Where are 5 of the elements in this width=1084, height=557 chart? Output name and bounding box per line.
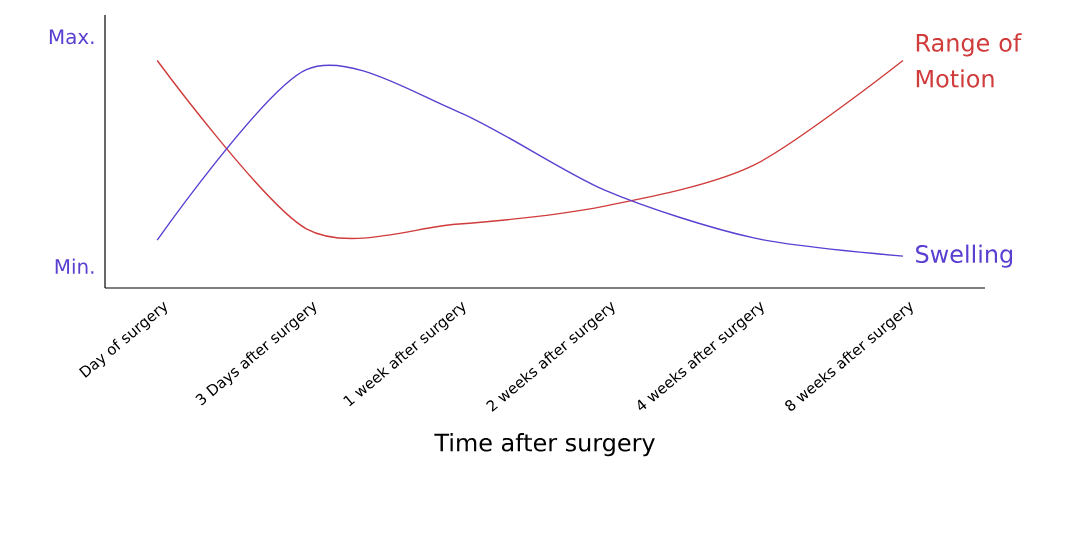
- text: Min.: [55, 258, 94, 274]
- series-label: Swelling: [916, 244, 1013, 268]
- series-label: Range of Motion: [916, 33, 1022, 88]
- text: Max.: [49, 29, 94, 45]
- x-axis-title: Time after surgery: [434, 433, 655, 457]
